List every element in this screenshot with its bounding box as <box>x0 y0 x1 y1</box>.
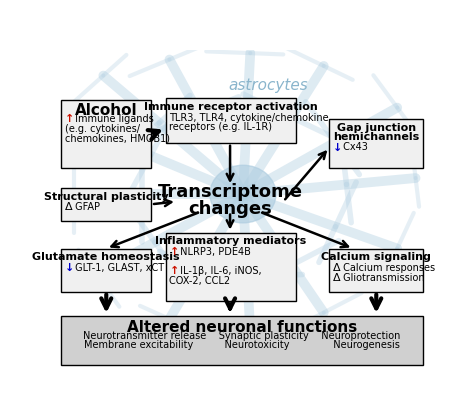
Text: GFAP: GFAP <box>72 203 100 213</box>
Text: GLT-1, GLAST, xCT: GLT-1, GLAST, xCT <box>72 263 164 273</box>
Text: Calcium responses: Calcium responses <box>340 263 436 273</box>
Text: Immune receptor activation: Immune receptor activation <box>144 102 318 112</box>
Text: ↓: ↓ <box>65 263 74 273</box>
Text: Immune ligands: Immune ligands <box>72 114 154 124</box>
Text: COX-2, CCL2: COX-2, CCL2 <box>169 276 230 286</box>
FancyBboxPatch shape <box>61 316 423 365</box>
Text: ↑: ↑ <box>65 114 74 124</box>
Text: Alcohol: Alcohol <box>75 104 137 119</box>
Circle shape <box>210 165 276 223</box>
Text: Δ: Δ <box>333 273 340 283</box>
FancyBboxPatch shape <box>166 233 296 301</box>
FancyBboxPatch shape <box>61 188 151 221</box>
Text: Altered neuronal functions: Altered neuronal functions <box>127 319 357 334</box>
Text: Δ: Δ <box>333 263 340 273</box>
Text: Glutamate homeostasis: Glutamate homeostasis <box>32 253 180 262</box>
Text: Neurotransmitter release    Synaptic plasticity    Neuroprotection: Neurotransmitter release Synaptic plasti… <box>83 331 401 341</box>
Text: changes: changes <box>188 201 272 218</box>
Text: chemokines, HMGB1): chemokines, HMGB1) <box>65 134 170 144</box>
Text: Cx43: Cx43 <box>340 143 368 153</box>
Text: Δ: Δ <box>65 203 73 213</box>
Text: Calcium signaling: Calcium signaling <box>321 253 431 262</box>
Text: astrocytes: astrocytes <box>229 78 309 93</box>
Text: Membrane excitability          Neurotoxicity              Neurogenesis: Membrane excitability Neurotoxicity Neur… <box>84 340 400 350</box>
Text: ↑: ↑ <box>169 267 179 277</box>
FancyBboxPatch shape <box>61 248 151 292</box>
Text: Gap junction: Gap junction <box>337 123 416 133</box>
Text: (e.g. cytokines/: (e.g. cytokines/ <box>65 124 140 134</box>
Text: NLRP3, PDE4B: NLRP3, PDE4B <box>177 247 251 257</box>
Text: ↑: ↑ <box>169 247 179 257</box>
Text: IL-1β, IL-6, iNOS,: IL-1β, IL-6, iNOS, <box>177 267 262 277</box>
FancyBboxPatch shape <box>329 119 423 168</box>
Text: Gliotransmission: Gliotransmission <box>340 273 425 283</box>
Text: ↓: ↓ <box>333 143 342 153</box>
Text: receptors (e.g. IL-1R): receptors (e.g. IL-1R) <box>169 122 273 132</box>
FancyBboxPatch shape <box>329 248 423 292</box>
Text: hemichannels: hemichannels <box>333 131 419 141</box>
Text: TLR3, TLR4, cytokine/chemokine: TLR3, TLR4, cytokine/chemokine <box>169 113 329 123</box>
Text: Structural plasticity: Structural plasticity <box>44 191 168 201</box>
Text: Transcriptome: Transcriptome <box>157 183 302 201</box>
FancyBboxPatch shape <box>166 98 296 143</box>
Text: Inflammatory mediators: Inflammatory mediators <box>155 236 307 246</box>
FancyBboxPatch shape <box>61 99 151 168</box>
